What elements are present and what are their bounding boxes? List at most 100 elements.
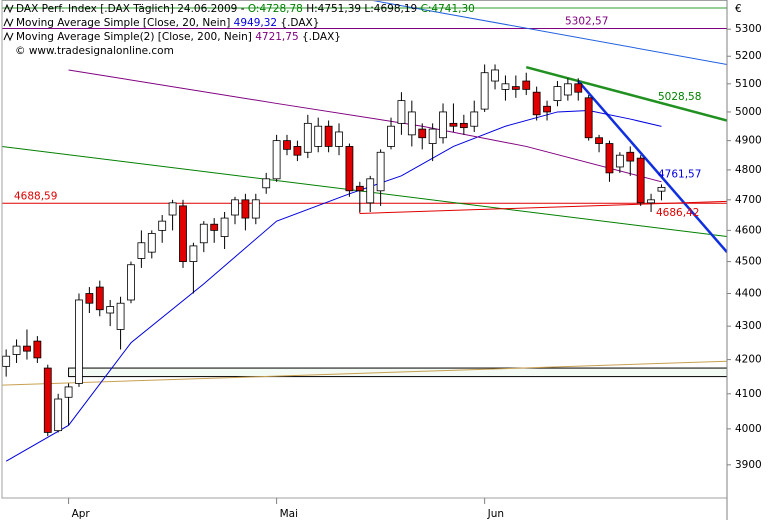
candle-body: [407, 111, 416, 136]
candle-body: [449, 122, 458, 127]
candle-body: [220, 217, 229, 237]
candle-body: [231, 199, 239, 216]
header-line: DAX Perf. Index [.DAX Täglich] 24.06.200…: [16, 3, 475, 15]
x-tick-label: Jun: [487, 508, 504, 520]
candle-body: [615, 154, 624, 168]
trendline: [370, 0, 727, 65]
candle-body: [303, 122, 312, 153]
y-tick-label: 4800: [735, 164, 762, 176]
candle-body: [657, 186, 666, 192]
trendline: [359, 200, 727, 214]
level-label: 4688,59: [14, 190, 57, 202]
y-tick-label: 5100: [735, 78, 762, 90]
candle-body: [168, 202, 177, 216]
y-tick-label: 4500: [735, 256, 762, 268]
plot-area: 5302,57 4688,59 5028,58 4761,57 4686,42: [2, 0, 727, 462]
y-tick-label: 5000: [735, 106, 762, 118]
header-icon: [3, 17, 14, 28]
candle-body: [127, 264, 135, 301]
trend-label: 4686,42: [656, 207, 699, 219]
candle-body: [584, 97, 593, 139]
header-text: Moving Average Simple(2) [Close, 200, Ne…: [16, 31, 255, 43]
header-text: 4949,32: [234, 17, 277, 29]
y-tick-label: 5300: [735, 23, 762, 35]
header-text: O:4728,78: [248, 3, 303, 15]
candle-body: [376, 151, 385, 192]
candle-body: [251, 199, 260, 219]
candle-body: [2, 355, 11, 367]
currency: €: [735, 3, 742, 15]
candle-body: [397, 100, 406, 124]
header-line: © www.tradesignalonline.com: [15, 45, 174, 57]
candle-body: [33, 340, 42, 359]
y-tick-label: 4400: [735, 288, 762, 300]
header-text: Moving Average Simple [Close, 20, Nein]: [16, 17, 234, 29]
header-text: H:4751,39 L:4698,19: [303, 3, 421, 15]
candle-body: [491, 69, 499, 82]
y-tick-label: 4600: [735, 224, 762, 236]
candle-body: [543, 105, 551, 113]
candle-body: [106, 306, 115, 314]
candle-body: [439, 111, 447, 139]
candle-body: [647, 199, 655, 204]
candle-body: [147, 233, 156, 253]
candle-body: [553, 86, 562, 102]
header-text: DAX Perf. Index [.DAX Täglich] 24.06.200…: [16, 3, 248, 15]
x-tick-label: Apr: [72, 508, 91, 520]
y-tick-label: 4700: [735, 194, 762, 206]
candle-body: [626, 151, 635, 162]
candle-body: [511, 86, 520, 90]
trendline: [2, 360, 727, 386]
candle-body: [199, 223, 208, 244]
candle-body: [54, 398, 63, 432]
candle-body: [241, 199, 250, 219]
y-tick-label: 3900: [735, 459, 762, 471]
header-icon: [3, 31, 14, 42]
candle-body: [532, 91, 541, 116]
y-tick-label: 5200: [735, 50, 762, 62]
candle-body: [283, 140, 291, 150]
candle-body: [595, 137, 603, 144]
candle-body: [574, 83, 583, 93]
header-icon: [3, 3, 14, 14]
candle-body: [137, 242, 146, 259]
candle-body: [428, 128, 437, 144]
y-tick-label: 4300: [735, 320, 762, 332]
header: DAX Perf. Index [.DAX Täglich] 24.06.200…: [3, 3, 475, 57]
header-text: C:4741,30: [421, 3, 475, 15]
candle-body: [12, 345, 21, 355]
candle-body: [293, 146, 302, 156]
candle-body: [605, 143, 614, 174]
header-line: Moving Average Simple [Close, 20, Nein] …: [16, 17, 319, 29]
candle-body: [189, 245, 198, 262]
candle-body: [387, 125, 395, 147]
candle-body: [418, 128, 427, 139]
header-text: {.DAX}: [277, 17, 319, 29]
trendline: [525, 65, 727, 122]
candle-body: [75, 299, 83, 384]
candle-body: [23, 345, 31, 352]
candle-body: [470, 111, 479, 127]
candle-body: [501, 83, 510, 90]
candle-body: [480, 72, 489, 110]
header-text: {.DAX}: [299, 31, 341, 43]
candle-body: [262, 178, 271, 189]
candle-body: [85, 293, 94, 304]
trend-label: 4761,57: [658, 168, 701, 180]
candle-body: [116, 302, 125, 330]
candle-body: [314, 125, 323, 147]
y-tick-label: 4200: [735, 354, 762, 366]
candle-body: [158, 220, 167, 231]
candle-body: [355, 185, 364, 192]
header-line: Moving Average Simple(2) [Close, 200, Ne…: [16, 31, 341, 43]
candle-body: [272, 140, 281, 180]
candle-body: [459, 122, 468, 129]
candle-body: [95, 286, 104, 311]
header-text: 4721,75: [255, 31, 298, 43]
candle-body: [64, 386, 73, 398]
candle-body: [324, 125, 333, 147]
x-tick-label: Mai: [280, 508, 298, 520]
candle-body: [522, 80, 531, 90]
